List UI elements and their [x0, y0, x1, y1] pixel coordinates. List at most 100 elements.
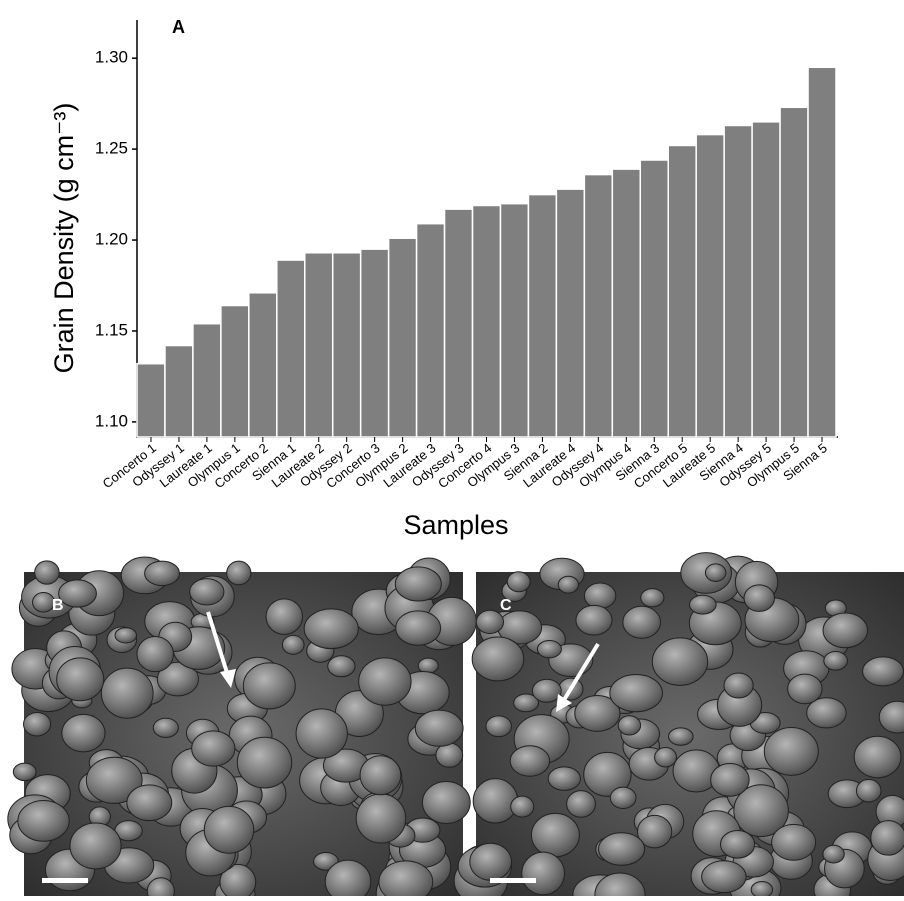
grain	[472, 778, 519, 824]
sem-image	[453, 552, 904, 901]
grain	[324, 859, 372, 901]
grain	[651, 637, 709, 686]
grain	[414, 709, 464, 747]
arrow-head	[220, 669, 236, 688]
grain	[34, 560, 60, 585]
grain	[536, 640, 562, 659]
grain	[531, 678, 562, 703]
grain	[806, 697, 847, 729]
bar	[136, 362, 166, 438]
grain	[281, 634, 305, 655]
grain	[855, 778, 882, 803]
grain	[688, 594, 717, 615]
grain	[191, 730, 236, 767]
y-tick-label: 1.10	[95, 411, 128, 430]
grain	[574, 694, 621, 732]
grain	[622, 605, 662, 639]
grain	[640, 588, 665, 608]
bar	[639, 159, 669, 438]
arrow-head	[556, 694, 572, 712]
grain	[598, 832, 646, 866]
grain	[421, 781, 471, 825]
grain	[822, 844, 845, 864]
grain	[506, 571, 531, 593]
bar	[304, 252, 334, 438]
grain	[566, 790, 596, 818]
grain	[636, 814, 673, 849]
bar	[443, 208, 474, 438]
grain	[617, 715, 642, 736]
grain	[203, 805, 255, 854]
bar	[192, 322, 222, 438]
y-tick-label: 1.15	[95, 320, 128, 339]
bar	[471, 204, 502, 438]
bar	[387, 237, 418, 438]
grain	[853, 735, 902, 779]
grain	[575, 604, 613, 636]
grain	[295, 708, 348, 759]
grain	[395, 610, 442, 646]
grain	[265, 598, 304, 635]
arrow	[206, 611, 230, 677]
grain	[226, 560, 252, 586]
grain	[822, 612, 869, 649]
grain	[358, 657, 412, 706]
grain	[733, 784, 789, 838]
grain	[126, 784, 173, 822]
bar	[164, 344, 194, 438]
grain	[144, 560, 180, 587]
grain	[12, 762, 37, 782]
grain	[667, 727, 694, 746]
grain	[719, 830, 756, 859]
grain	[547, 766, 581, 791]
y-axis-label: Grain Density (g cm⁻³)	[49, 103, 79, 374]
grain	[58, 579, 97, 608]
grain	[394, 566, 442, 602]
grain	[583, 751, 632, 797]
grain	[471, 636, 525, 682]
grain	[31, 592, 55, 613]
bar	[583, 173, 614, 438]
grain	[710, 762, 750, 797]
overlay: B C	[42, 597, 600, 883]
grain	[475, 609, 505, 635]
y-tick-label: 1.25	[95, 139, 128, 158]
grain	[152, 717, 179, 738]
grain	[509, 745, 551, 777]
grain	[513, 693, 540, 713]
bar	[611, 168, 642, 438]
grain	[469, 842, 512, 881]
y-tick-label: 1.20	[95, 230, 128, 249]
grain	[594, 872, 646, 901]
grain	[23, 711, 52, 737]
grain	[17, 799, 70, 842]
grain	[146, 877, 175, 901]
grain	[750, 881, 774, 899]
grain	[69, 822, 122, 870]
grain	[327, 655, 356, 678]
grain	[56, 657, 105, 702]
grain	[771, 823, 817, 861]
grain	[189, 578, 225, 606]
bar	[807, 66, 837, 438]
grain	[303, 608, 359, 650]
grain	[862, 656, 904, 687]
panel-label: A	[172, 17, 185, 37]
bar	[555, 188, 586, 438]
bar	[220, 304, 250, 438]
scale-bar	[490, 878, 536, 883]
grain	[510, 795, 535, 818]
grain	[355, 793, 407, 844]
grain	[609, 673, 663, 713]
grain	[521, 851, 565, 896]
bar	[499, 202, 530, 438]
scale-bar	[42, 878, 88, 883]
bar	[527, 193, 558, 438]
grain	[701, 860, 747, 894]
grain	[359, 755, 402, 796]
grain	[485, 715, 513, 738]
grain	[723, 672, 754, 699]
bar	[723, 124, 753, 438]
